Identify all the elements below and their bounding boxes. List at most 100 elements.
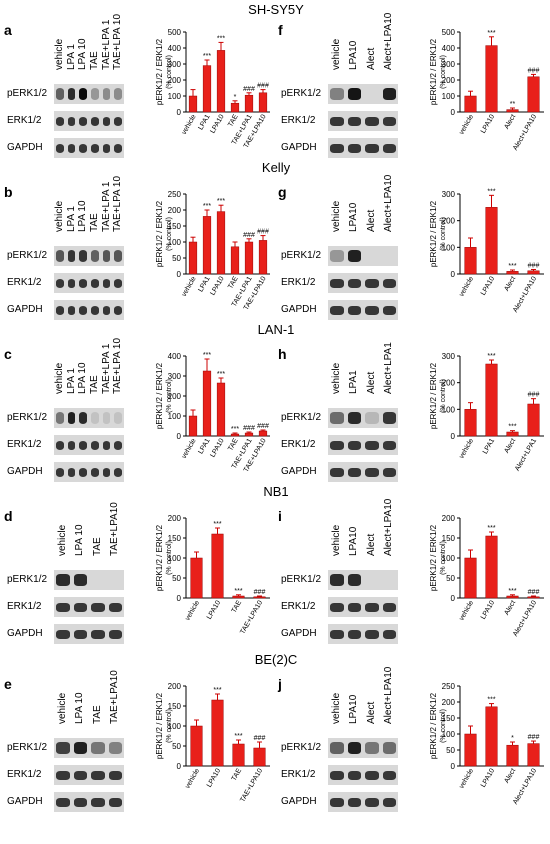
blot-band [56,574,70,586]
blot-band [79,412,87,424]
y-tick-label: 0 [177,762,182,771]
bar [464,733,477,767]
blot-band [91,306,99,315]
lane-label: vehicle [330,692,342,724]
chart-svg: pERK1/2 / ERK1/2 (% control) 0 100 200 300 veh… [429,352,544,472]
blot-band [382,279,396,288]
lane-label: Alect [365,371,377,394]
y-axis-label: pERK1/2 / ERK1/2 [429,524,438,591]
blot-band [382,468,396,477]
y-tick-label: 100 [168,92,182,101]
blot-band [108,742,122,754]
blot-band [56,306,64,315]
lane-labels: vehicle LPA10 Alect Alect+LPA10 [328,13,398,70]
lane-labels: vehicle LPA 10 TAE TAE+LPA10 [54,502,124,556]
blot-band [382,441,396,450]
blot-perk12 [328,570,398,590]
x-tick-label: Alect+LPA10 [512,767,538,805]
bar [464,557,477,599]
y-tick-label: 500 [442,28,456,37]
y-tick-label: 150 [168,702,182,711]
significance-mark: ### [528,589,540,596]
blot-band [365,88,379,100]
bar [190,725,203,767]
bar [232,743,245,767]
significance-mark: ### [243,86,255,93]
bar [244,432,254,437]
blot-band [365,603,379,612]
x-tick-label: vehicle [458,437,475,459]
panel-d: d vehicle LPA 10 TAE TAE+LPA10 pERK1/2 ERK1/2 G… [4,502,274,658]
bar [464,95,477,113]
blot-erk12 [328,435,398,455]
x-tick-label: Alect+LPA10 [512,599,538,637]
blot-band [382,798,396,807]
blot-gapdh [54,138,124,158]
bar [230,246,240,275]
y-tick-label: 200 [168,392,182,401]
blot-row-label: pERK1/2 [281,574,322,585]
blot-band [330,468,344,477]
panel-e: e vehicle LPA 10 TAE TAE+LPA10 pERK1/2 ERK1/2 G… [4,670,274,826]
lane-label: TAE+LPA 1 [100,343,112,395]
blot-band [79,88,87,100]
y-axis-label: pERK1/2 / ERK1/2 [429,692,438,759]
blot-band [330,88,344,100]
panel-h: h vehicle LPA1 Alect Alect+LPA1 pERK1/2 ERK1/2… [278,342,548,496]
x-tick-label: LPA1 [197,275,211,293]
blot-band [56,144,64,153]
y-tick-label: 300 [168,60,182,69]
y-axis-label-units: (% control) [166,709,173,743]
panel-i: i vehicle LPA10 Alect Alect+LPA10 pERK1/2 ERK1… [278,499,548,658]
y-tick-label: 50 [446,574,455,583]
y-axis-label-units: (% control) [440,709,447,743]
blot-band [108,630,122,639]
blot-perk12 [328,738,398,758]
y-tick-label: 500 [168,28,182,37]
bar [527,270,540,275]
lane-label: Alect+LPA10 [383,174,395,232]
bar [190,557,203,599]
bar [258,92,268,113]
lane-label: TAE [91,705,103,724]
y-axis-label-units: (% control) [440,217,447,251]
lane-label: Alect+LPA10 [383,666,395,724]
y-tick-label: 100 [168,238,182,247]
bar [188,241,198,275]
bar-chart-a: pERK1/2 / ERK1/2 (% control) 0 100 200 300 400… [155,22,274,172]
blot-band [382,117,396,126]
blot-row-label: GAPDH [7,628,43,639]
bar [527,743,540,767]
blot-gapdh [54,462,124,482]
blot-erk12 [54,435,124,455]
chart-svg: pERK1/2 / ERK1/2 (% control) 0 100 200 300 400… [429,28,544,152]
blot-band [79,441,87,450]
y-axis-label: pERK1/2 / ERK1/2 [155,362,164,429]
significance-mark: ** [510,101,516,108]
blot-band [330,771,344,780]
blot-band [382,88,396,100]
chart-svg: pERK1/2 / ERK1/2 (% control) 0 50 100 150 200 v… [155,514,270,636]
blot-band [365,630,379,639]
blot-band [79,279,87,288]
y-tick-label: 0 [451,594,456,603]
blot-band [73,798,87,807]
blot-band [79,468,87,477]
panel-label: g [278,184,287,200]
panel-label: c [4,346,12,362]
lane-label: LPA 10 [77,200,89,232]
blot-band [79,306,87,315]
blot-band [79,144,87,153]
x-tick-label: TAE [227,275,240,290]
blot-row-label: ERK1/2 [7,277,42,288]
y-tick-label: 150 [168,222,182,231]
x-tick-label: vehicle [181,113,198,135]
chart-svg: pERK1/2 / ERK1/2 (% control) 0 100 200 300 400… [155,352,270,474]
blot-row-label: pERK1/2 [7,742,48,753]
blot-band [383,574,397,586]
bar [244,241,254,275]
significance-mark: ### [528,392,540,399]
x-tick-label: vehicle [181,275,198,297]
blot-erk12 [328,273,398,293]
blot-perk12 [328,246,398,266]
